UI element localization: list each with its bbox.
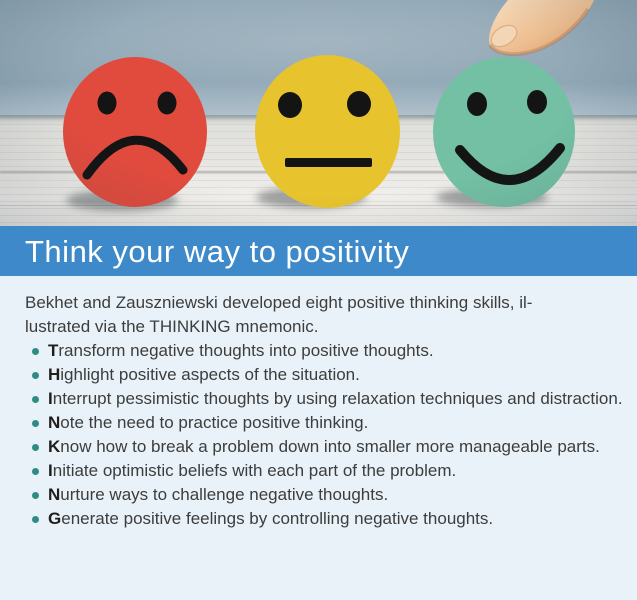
title-banner: Think your way to positivity <box>0 226 637 276</box>
bullet-dot-icon <box>32 443 39 451</box>
bullet-lead-letter: T <box>48 341 59 360</box>
bullet-lead-letter: N <box>48 413 61 432</box>
photo-emoji-faces <box>0 0 637 226</box>
bullet-lead-letter: N <box>48 485 61 504</box>
bullet-text: urture ways to challenge negative though… <box>60 485 389 504</box>
bullet-text: enerate positive feelings by controlling… <box>61 509 494 528</box>
list-item: Generate positive feelings by controllin… <box>25 507 627 531</box>
happy-face-icon <box>433 57 575 207</box>
list-item: Know how to break a problem down into sm… <box>25 435 627 459</box>
list-item: Highlight positive aspects of the situat… <box>25 363 627 387</box>
finger-icon <box>488 0 594 57</box>
intro-line: lustrated via the THINKING mnemonic. <box>25 317 319 336</box>
article-body: Bekhet and Zauszniewski developed eight … <box>0 276 637 600</box>
bullet-lead-letter: I <box>48 461 53 480</box>
intro-text: Bekhet and Zauszniewski developed eight … <box>25 291 627 339</box>
sad-face-icon <box>63 57 207 207</box>
bullet-lead-letter: H <box>48 365 61 384</box>
bullet-dot-icon <box>32 515 39 523</box>
list-item: Initiate optimistic beliefs with each pa… <box>25 459 627 483</box>
bullet-dot-icon <box>32 395 39 403</box>
bullet-lead-letter: G <box>48 509 62 528</box>
bullet-lead-letter: K <box>48 437 61 456</box>
neutral-face-icon <box>255 55 400 208</box>
list-item: Nurture ways to challenge negative thoug… <box>25 483 627 507</box>
bullet-lead-letter: I <box>48 389 53 408</box>
bullet-text: ransform negative thoughts into positive… <box>58 341 434 360</box>
bullet-text: ighlight positive aspects of the situati… <box>60 365 360 384</box>
list-item: Interrupt pessimistic thoughts by using … <box>25 387 627 411</box>
page-title: Think your way to positivity <box>25 233 410 269</box>
thinking-bullet-list: Transform negative thoughts into positiv… <box>25 339 627 531</box>
intro-line: Bekhet and Zauszniewski developed eight … <box>25 293 533 312</box>
photo-vignette <box>0 0 637 226</box>
bullet-text: now how to break a problem down into sma… <box>60 437 600 456</box>
bullet-text: nterrupt pessimistic thoughts by using r… <box>52 389 623 408</box>
bullet-text: nitiate optimistic beliefs with each par… <box>52 461 457 480</box>
list-item: Note the need to practice positive think… <box>25 411 627 435</box>
bullet-text: ote the need to practice positive thinki… <box>60 413 369 432</box>
bullet-dot-icon <box>32 467 39 475</box>
list-item: Transform negative thoughts into positiv… <box>25 339 627 363</box>
bullet-dot-icon <box>32 491 39 499</box>
bullet-dot-icon <box>32 347 39 355</box>
bullet-dot-icon <box>32 371 39 379</box>
bullet-dot-icon <box>32 419 39 427</box>
